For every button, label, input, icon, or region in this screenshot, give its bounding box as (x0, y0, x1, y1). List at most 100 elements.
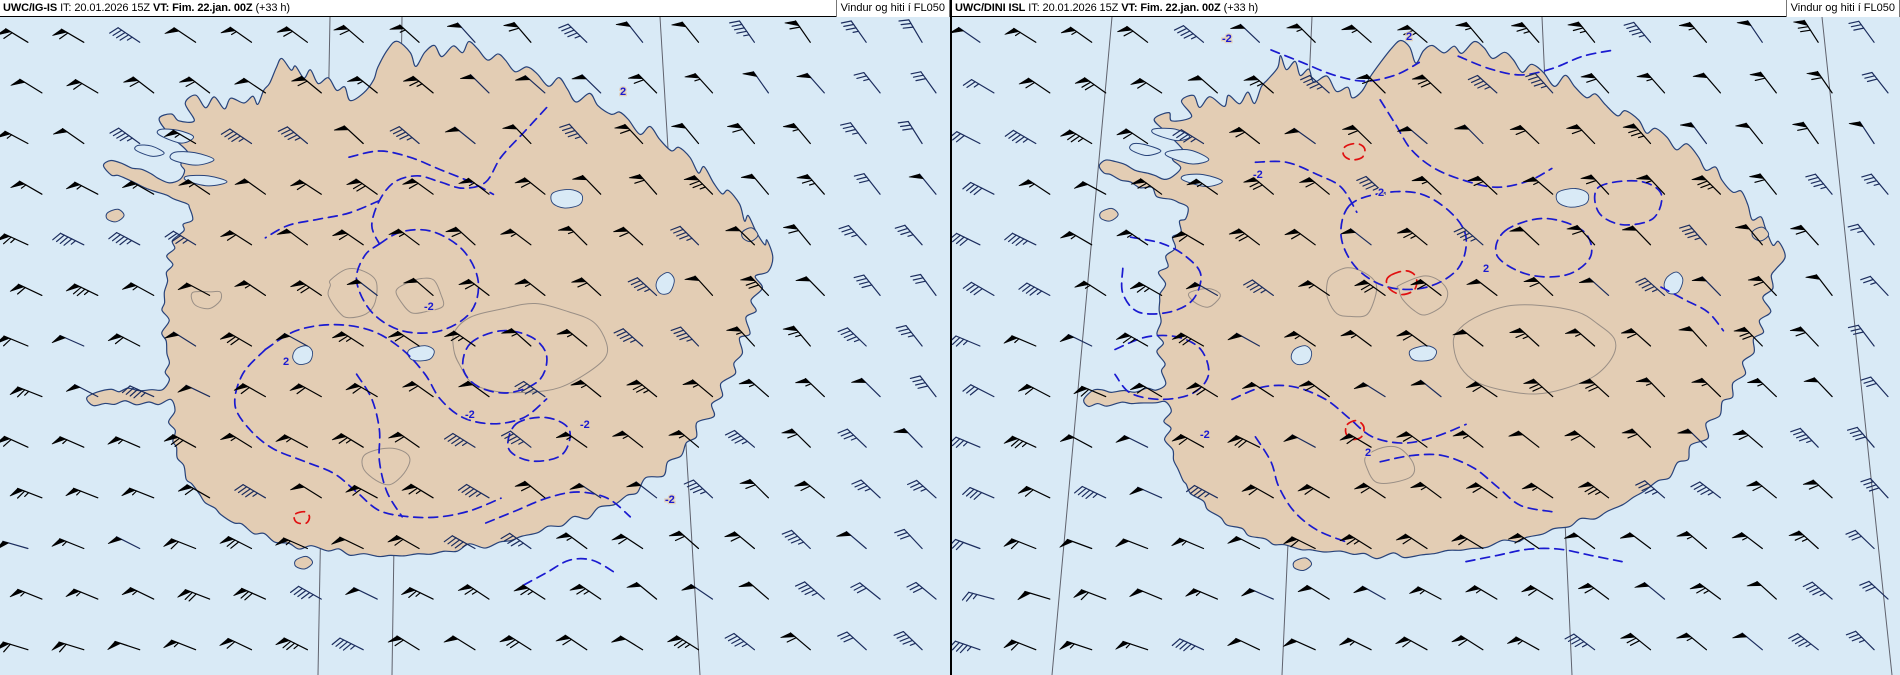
wind-barb (1115, 435, 1149, 448)
wind-barb (387, 534, 420, 550)
isotherm-label: -2 (580, 419, 590, 431)
panel-right-valid-prefix: VT: (1121, 2, 1138, 14)
wind-barb (1300, 74, 1330, 94)
wind-barb (1790, 224, 1819, 246)
wind-barb (501, 328, 532, 347)
wind-barb (10, 78, 43, 94)
wind-barb (514, 380, 546, 398)
wind-barb (569, 583, 602, 600)
wind-barb (1691, 175, 1722, 195)
wind-barb (626, 379, 658, 398)
wind-barb (1185, 281, 1218, 296)
wind-barb (458, 177, 490, 195)
wind-barb (1187, 75, 1218, 94)
wind-barb (345, 484, 378, 499)
wind-barb (897, 120, 923, 145)
wind-barb (1129, 486, 1163, 499)
panel-right-init-time: 20.01.2026 15Z (1042, 2, 1119, 14)
wind-barb (275, 434, 308, 448)
wind-barb (1172, 129, 1205, 145)
wind-barb (1115, 640, 1149, 651)
wind-barb (0, 233, 29, 246)
wind-barb (1454, 124, 1484, 145)
wind-barb (1074, 280, 1107, 296)
wind-barb (952, 436, 981, 448)
wind-barb (66, 78, 99, 94)
wind-barb (727, 122, 756, 145)
wind-barb (894, 224, 923, 246)
wind-barb (572, 174, 602, 195)
wind-barb (107, 536, 141, 550)
wind-barb (1564, 633, 1596, 651)
wind-barb (796, 72, 825, 94)
panel-left-header-text: UWC/IG-IS IT: 20.01.2026 15Z VT: Fim. 22… (3, 2, 290, 14)
wind-barb (962, 487, 995, 500)
wind-barb (1354, 279, 1386, 296)
wind-barb (738, 378, 770, 398)
wind-barb (626, 481, 658, 499)
wind-barb (781, 428, 811, 448)
wind-barb (387, 635, 420, 651)
wind-barb (1283, 536, 1316, 550)
wind-barb (1411, 74, 1442, 94)
wind-barb (444, 432, 476, 448)
wind-barb (121, 487, 155, 499)
wind-barb (962, 78, 995, 94)
isotherm-label: -2 (465, 409, 475, 421)
wind-barb (724, 531, 756, 550)
wind-barb (569, 482, 602, 499)
wind-barb (627, 73, 658, 94)
wind-barb (9, 487, 43, 499)
wind-barb (611, 533, 644, 550)
wind-barb (177, 589, 211, 602)
wind-barb (1185, 588, 1218, 600)
wind-barb (1805, 274, 1833, 296)
wind-barb (460, 74, 490, 94)
wind-barb (345, 587, 378, 600)
wind-barb (1802, 479, 1833, 499)
map-canvas-left: 22-2-222-2-2-2-2-2-2 (0, 17, 950, 675)
wind-barb (1788, 633, 1819, 651)
wind-barb (796, 174, 825, 195)
panel-right-map[interactable]: -2 -2 2 2 -2 -2 2 2 2 2 -2 -2 2 2 (952, 17, 1900, 675)
wind-barb (1227, 435, 1260, 448)
wind-barb (178, 179, 211, 195)
wind-barb (962, 281, 995, 296)
wind-barb (1004, 232, 1037, 246)
wind-barb (1679, 224, 1708, 246)
wind-barb (1861, 173, 1889, 195)
wind-barb (1397, 126, 1428, 145)
wind-barb (51, 538, 85, 550)
wind-barb (1186, 484, 1218, 499)
wind-barb (0, 335, 29, 347)
wind-barb (1227, 535, 1260, 550)
wind-barb (389, 126, 420, 145)
wind-barb (893, 428, 923, 448)
panel-left-valid-prefix: VT: (153, 2, 170, 14)
wind-barb (163, 538, 197, 550)
wind-barb (108, 232, 141, 246)
wind-barb (1465, 585, 1498, 600)
wind-barb (1410, 379, 1442, 398)
panel-left[interactable]: UWC/IG-IS IT: 20.01.2026 15Z VT: Fim. 22… (0, 0, 950, 675)
wind-barb (1059, 538, 1093, 550)
wind-barb (444, 330, 476, 347)
wind-barb (444, 126, 476, 145)
wind-barb (1467, 74, 1498, 94)
wind-barb (164, 331, 197, 347)
wind-barb (895, 325, 923, 347)
wind-barb (1621, 225, 1652, 246)
wind-barb (164, 129, 197, 145)
wind-barb (163, 434, 197, 448)
panel-left-map[interactable]: 2 2 -2 -2 2 2 -2 -2 -2 -2 -2 -2 (0, 17, 950, 675)
wind-barb (1171, 638, 1205, 652)
wind-barb (290, 585, 322, 600)
wind-barb (1283, 434, 1316, 448)
isotherm-label: -2 (424, 301, 434, 313)
panel-right-model-label: UWC/DINI ISL (955, 2, 1026, 14)
wind-barb (332, 229, 364, 246)
wind-barb (1747, 378, 1777, 398)
panel-right[interactable]: UWC/DINI ISL IT: 20.01.2026 15Z VT: Fim.… (950, 0, 1900, 675)
wind-barb (1003, 639, 1037, 651)
wind-barb (1340, 329, 1372, 347)
